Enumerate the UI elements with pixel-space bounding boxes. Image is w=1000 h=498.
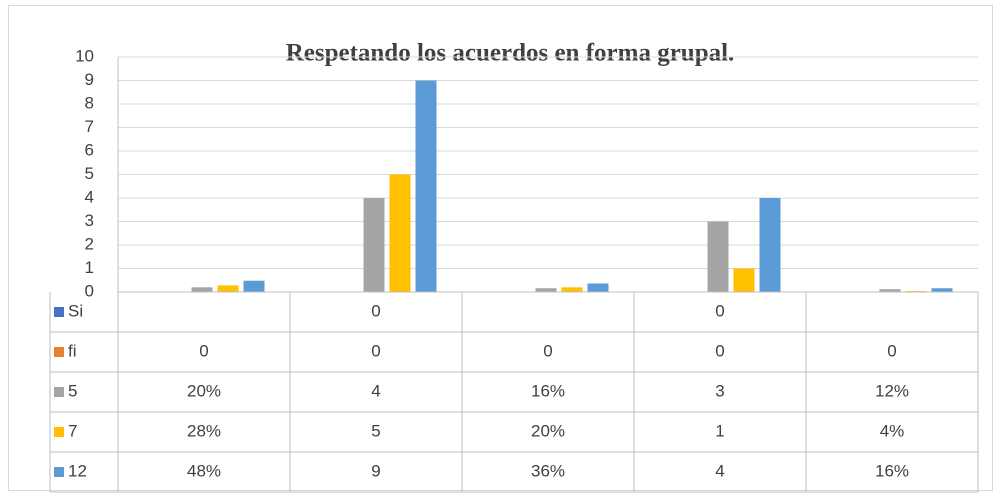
- table-value: 0: [887, 341, 896, 360]
- legend-swatch: [54, 427, 64, 437]
- y-tick-label: 9: [85, 70, 94, 89]
- bar: [363, 198, 385, 292]
- legend-swatch: [54, 387, 64, 397]
- table-value: 20%: [187, 381, 221, 400]
- y-tick-label: 10: [75, 46, 94, 65]
- bar: [759, 198, 781, 292]
- y-tick-label: 2: [85, 234, 94, 253]
- table-value: 4%: [880, 421, 905, 440]
- legend-label: 12: [68, 461, 87, 480]
- table-value: 28%: [187, 421, 221, 440]
- legend-swatch: [54, 467, 64, 477]
- table-value: 0: [199, 341, 208, 360]
- table-value: 4: [371, 381, 380, 400]
- legend-label: Si: [68, 301, 83, 320]
- legend-label: 5: [68, 381, 77, 400]
- table-value: 4: [715, 461, 724, 480]
- bar: [733, 268, 755, 292]
- table-value: 0: [371, 341, 380, 360]
- chart-border: [8, 5, 993, 491]
- y-tick-label: 3: [85, 211, 94, 230]
- table-value: 36%: [531, 461, 565, 480]
- table-value: 20%: [531, 421, 565, 440]
- y-tick-label: 7: [85, 117, 94, 136]
- bar: [415, 80, 437, 292]
- table-value: 48%: [187, 461, 221, 480]
- table-value: 9: [371, 461, 380, 480]
- legend-swatch: [54, 307, 64, 317]
- table-value: 12%: [875, 381, 909, 400]
- y-tick-label: 4: [85, 187, 94, 206]
- bar: [561, 287, 583, 292]
- table-value: 0: [543, 341, 552, 360]
- table-value: 0: [715, 301, 724, 320]
- table-value: 0: [715, 341, 724, 360]
- bar: [191, 287, 213, 292]
- legend-label: fi: [68, 341, 77, 360]
- bar: [931, 288, 953, 292]
- table-value: 16%: [531, 381, 565, 400]
- bar: [587, 283, 609, 292]
- table-value: 16%: [875, 461, 909, 480]
- bar: [389, 174, 411, 292]
- y-tick-label: 8: [85, 93, 94, 112]
- chart-title: Respetando los acuerdos en forma grupal.: [286, 40, 735, 67]
- y-tick-label: 0: [85, 281, 94, 300]
- bar: [217, 285, 239, 292]
- table-value: 0: [371, 301, 380, 320]
- bar: [535, 288, 557, 292]
- table-value: 5: [371, 421, 380, 440]
- y-tick-label: 5: [85, 164, 94, 183]
- y-tick-label: 6: [85, 140, 94, 159]
- bar: [879, 289, 901, 292]
- legend-label: 7: [68, 421, 77, 440]
- legend-swatch: [54, 347, 64, 357]
- bar: [707, 221, 729, 292]
- y-tick-label: 1: [85, 258, 94, 277]
- bar: [243, 280, 265, 292]
- table-value: 1: [715, 421, 724, 440]
- table-value: 3: [715, 381, 724, 400]
